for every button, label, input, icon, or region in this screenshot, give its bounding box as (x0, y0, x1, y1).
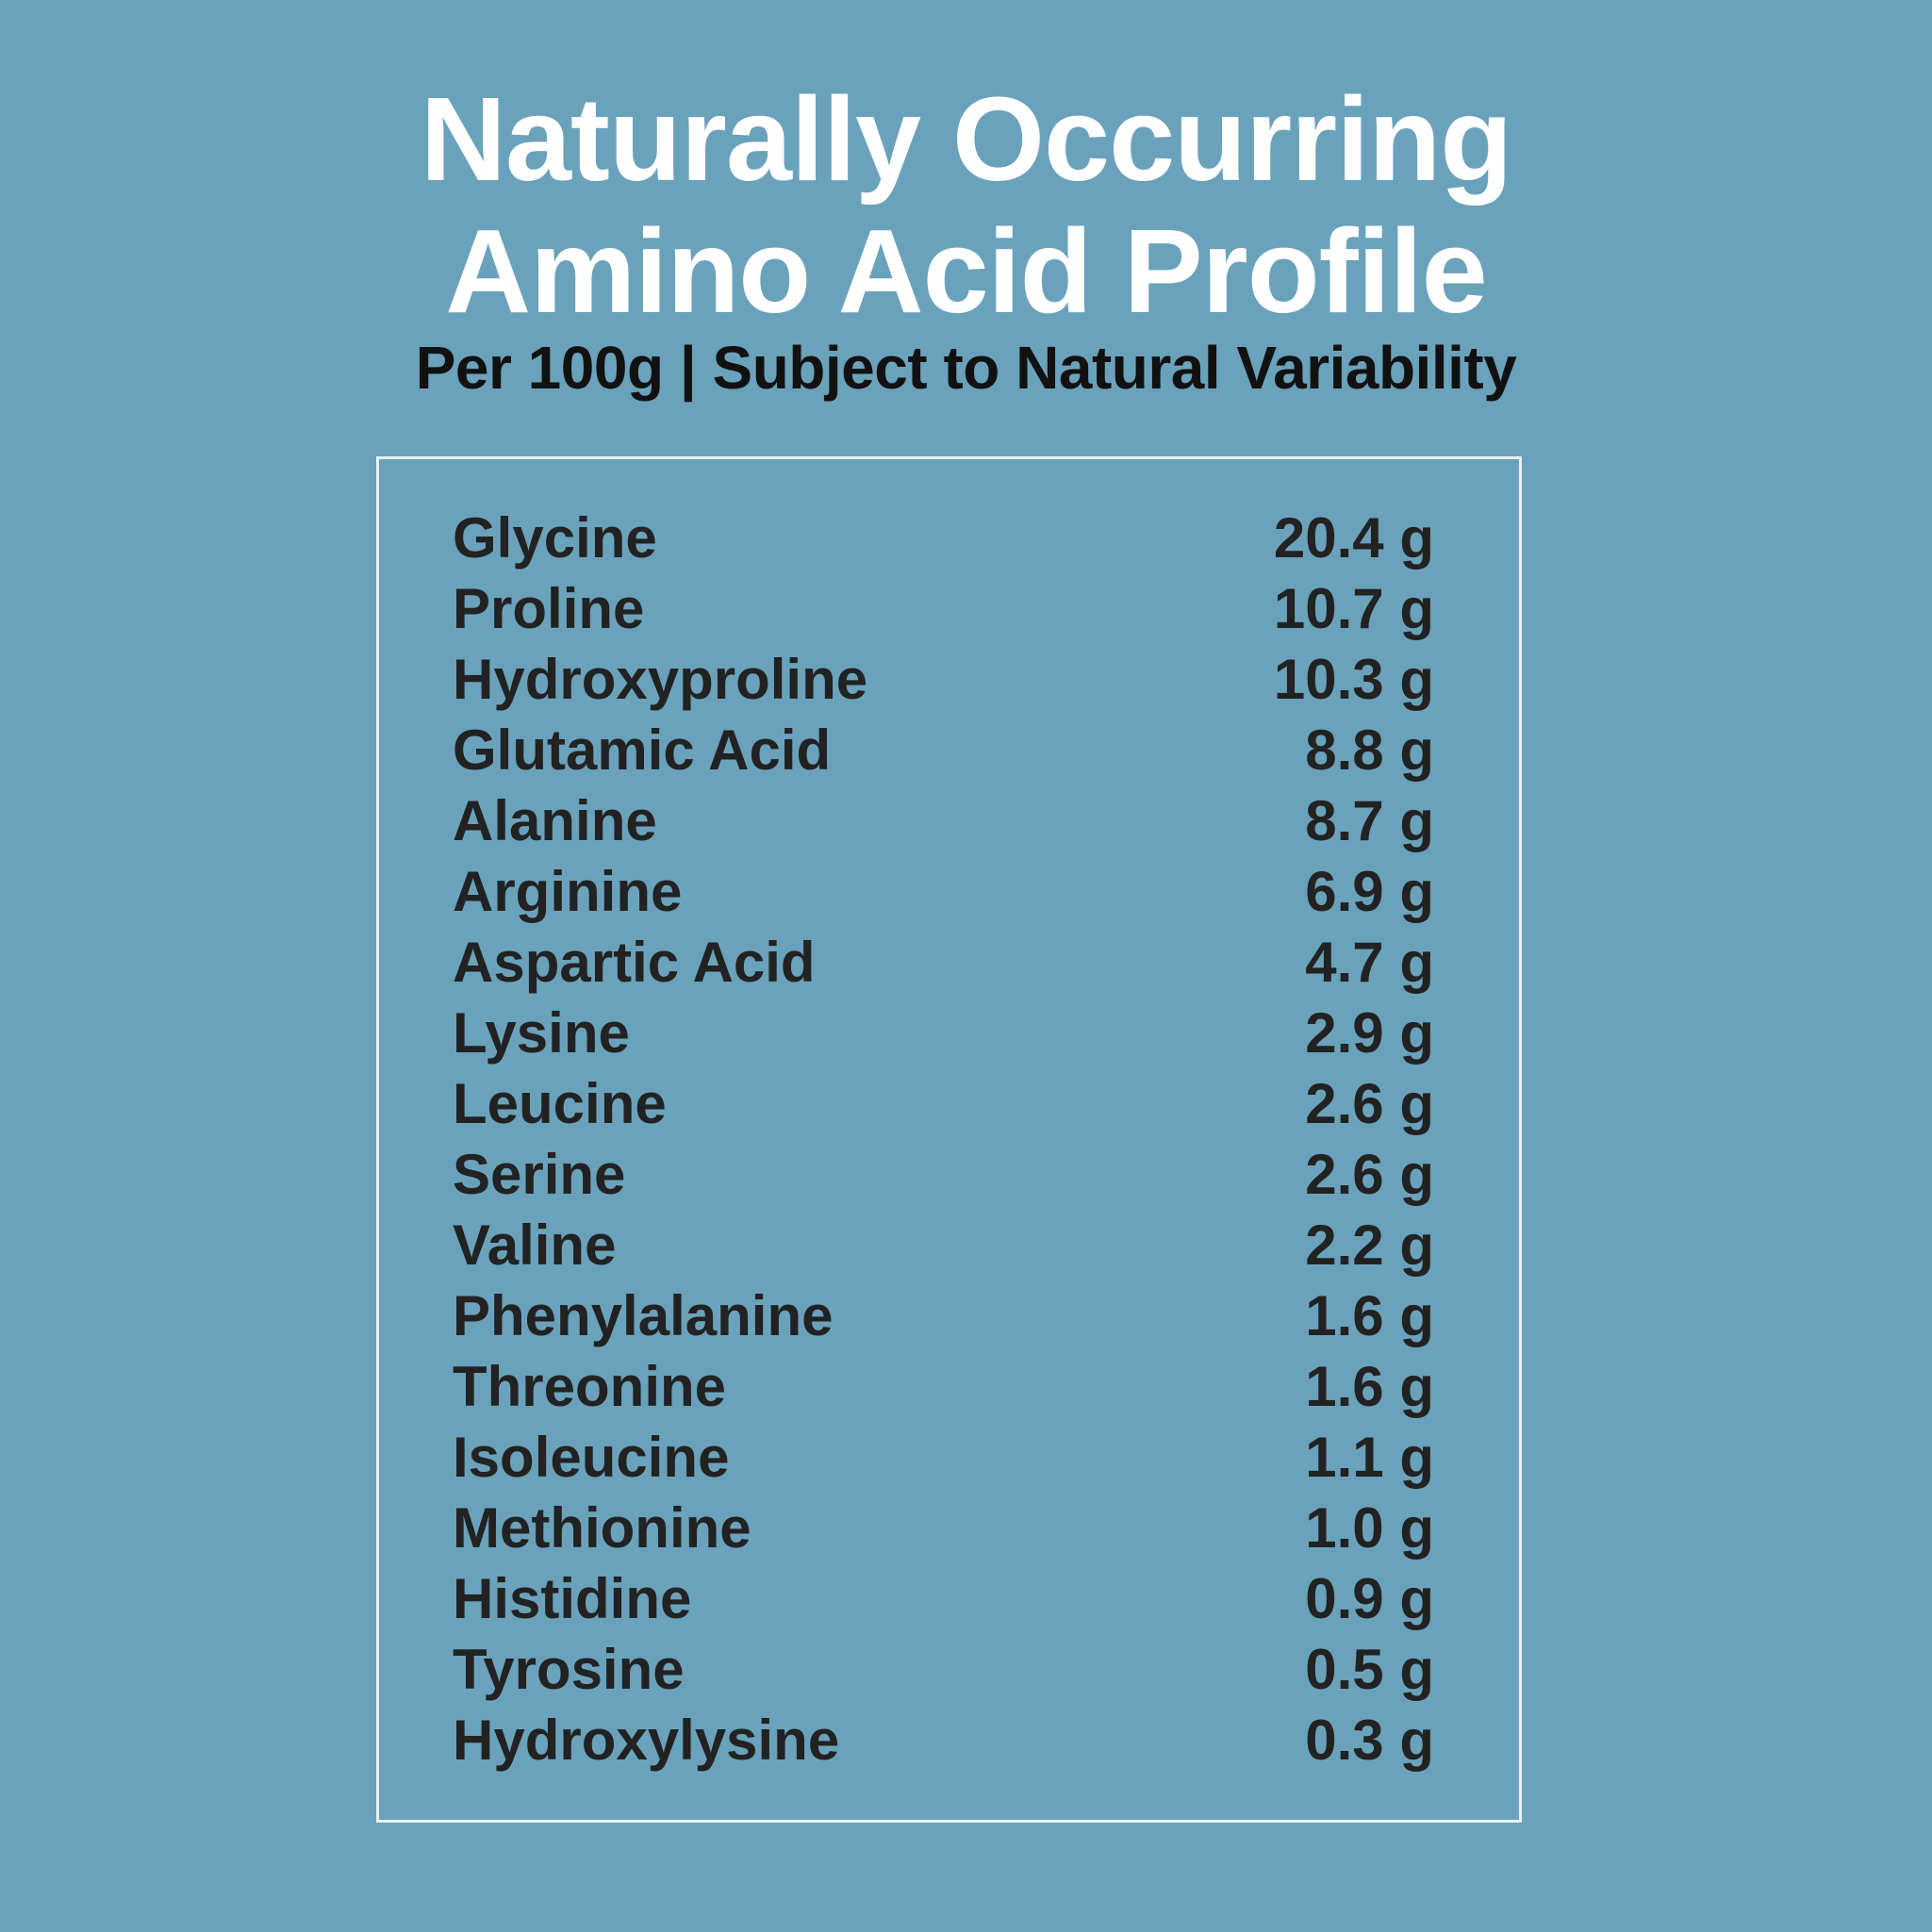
amino-acid-row: Proline 10.7 g (453, 573, 1434, 644)
amino-acid-name: Phenylalanine (453, 1283, 834, 1347)
amino-acid-row: Valine 2.2 g (453, 1210, 1434, 1280)
amino-acid-name: Leucine (453, 1071, 667, 1135)
amino-acid-value: 4.7 g (1305, 930, 1434, 994)
amino-acid-name: Threonine (453, 1354, 727, 1418)
amino-acid-value: 0.9 g (1305, 1566, 1434, 1630)
amino-acid-row: Hydroxylysine 0.3 g (453, 1705, 1434, 1775)
amino-acid-name: Aspartic Acid (453, 930, 816, 994)
title-line-1: Naturally Occurring (420, 73, 1512, 206)
amino-acid-row: Threonine 1.6 g (453, 1351, 1434, 1422)
amino-acid-row: Isoleucine 1.1 g (453, 1422, 1434, 1493)
amino-acid-name: Isoleucine (453, 1425, 730, 1489)
amino-acid-row: Aspartic Acid 4.7 g (453, 927, 1434, 998)
amino-acid-value: 1.1 g (1305, 1425, 1434, 1489)
amino-acid-row: Tyrosine 0.5 g (453, 1634, 1434, 1705)
amino-acid-name: Serine (453, 1142, 626, 1206)
amino-acid-value: 10.7 g (1273, 576, 1434, 640)
amino-acid-list: Glycine 20.4 g Proline 10.7 g Hydroxyproli… (453, 503, 1434, 1775)
amino-acid-name: Hydroxylysine (453, 1708, 840, 1772)
amino-acid-row: Alanine 8.7 g (453, 785, 1434, 856)
amino-acid-name: Valine (453, 1213, 617, 1277)
amino-acid-row: Lysine 2.9 g (453, 998, 1434, 1068)
amino-acid-name: Proline (453, 576, 645, 640)
amino-acid-value: 1.0 g (1305, 1495, 1434, 1560)
amino-acid-name: Glycine (453, 505, 657, 570)
amino-acid-name: Glutamic Acid (453, 718, 832, 782)
amino-acid-value: 10.3 g (1273, 647, 1434, 711)
amino-acid-row: Serine 2.6 g (453, 1139, 1434, 1210)
amino-acid-value: 2.6 g (1305, 1071, 1434, 1135)
subtitle: Per 100g | Subject to Natural Variabilit… (415, 334, 1517, 402)
amino-acid-row: Histidine 0.9 g (453, 1563, 1434, 1634)
title-line-2: Amino Acid Profile (445, 205, 1487, 338)
amino-acid-name: Histidine (453, 1566, 692, 1630)
amino-acid-row: Glycine 20.4 g (453, 503, 1434, 573)
amino-acid-name: Alanine (453, 788, 657, 852)
amino-acid-value: 20.4 g (1273, 505, 1434, 570)
amino-acid-value: 2.6 g (1305, 1142, 1434, 1206)
amino-acid-row: Methionine 1.0 g (453, 1493, 1434, 1563)
amino-acid-row: Hydroxyproline 10.3 g (453, 644, 1434, 715)
amino-acid-row: Arginine 6.9 g (453, 856, 1434, 927)
amino-acid-name: Tyrosine (453, 1637, 685, 1701)
amino-acid-row: Leucine 2.6 g (453, 1068, 1434, 1139)
amino-acid-value: 2.2 g (1305, 1213, 1434, 1277)
amino-acid-value: 6.9 g (1305, 859, 1434, 923)
amino-acid-value: 2.9 g (1305, 1000, 1434, 1065)
amino-acid-value: 0.3 g (1305, 1708, 1434, 1772)
amino-acid-name: Arginine (453, 859, 683, 923)
amino-acid-panel: Glycine 20.4 g Proline 10.7 g Hydroxyproli… (376, 456, 1522, 1823)
amino-acid-name: Hydroxyproline (453, 647, 868, 711)
amino-acid-value: 0.5 g (1305, 1637, 1434, 1701)
amino-acid-value: 8.8 g (1305, 718, 1434, 782)
amino-acid-row: Glutamic Acid 8.8 g (453, 715, 1434, 785)
amino-acid-name: Methionine (453, 1495, 751, 1560)
amino-acid-value: 1.6 g (1305, 1283, 1434, 1347)
amino-acid-value: 8.7 g (1305, 788, 1434, 852)
amino-acid-row: Phenylalanine 1.6 g (453, 1280, 1434, 1351)
amino-acid-value: 1.6 g (1305, 1354, 1434, 1418)
amino-acid-name: Lysine (453, 1000, 630, 1065)
